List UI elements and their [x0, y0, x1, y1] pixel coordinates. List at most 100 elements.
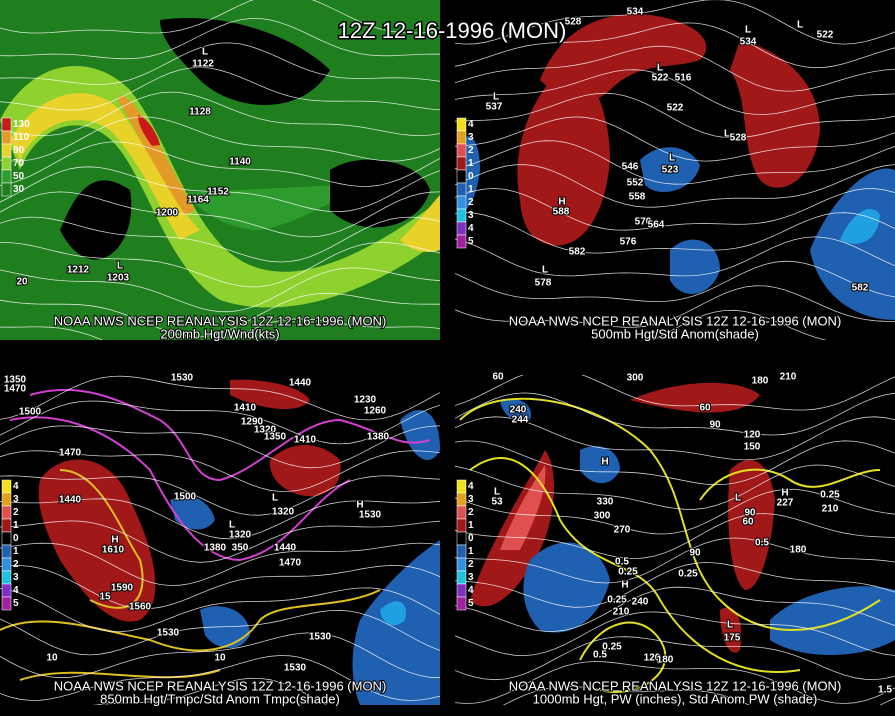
- contour-label: 552: [627, 178, 644, 189]
- contour-line: [455, 260, 895, 303]
- legend-swatch: [456, 505, 467, 520]
- contour-label: 1410: [294, 435, 317, 446]
- legend-swatch: [1, 492, 12, 507]
- legend-swatch: [456, 570, 467, 585]
- legend-swatch: [456, 234, 467, 249]
- contour-label: L: [797, 20, 803, 31]
- contour-line: [0, 66, 440, 111]
- contour-label: 270: [614, 525, 631, 536]
- contour-label: 0.25: [618, 567, 638, 578]
- legend-label: 4: [468, 223, 474, 234]
- contour-label: L: [202, 47, 208, 58]
- contour-label: 1140: [229, 157, 251, 168]
- contour-label: 1560: [129, 602, 152, 613]
- contour-line: [455, 636, 895, 681]
- legend-swatch: [1, 156, 12, 171]
- legend-swatch: [1, 169, 12, 184]
- contour-label: L: [542, 265, 548, 276]
- contour-label: H: [601, 457, 608, 468]
- contour-label: L: [229, 520, 235, 531]
- legend-swatch: [456, 208, 467, 223]
- legend-label: 4: [468, 481, 474, 492]
- contour-line: [0, 542, 440, 586]
- contour-line: [0, 18, 440, 60]
- contour-label: 1470: [4, 384, 27, 395]
- contour-label: 1290: [241, 417, 264, 428]
- contour-label: 53: [491, 497, 503, 508]
- contour-line: [455, 116, 895, 162]
- legend-swatch: [456, 557, 467, 572]
- contour-label: 240: [632, 597, 649, 608]
- contour-label: 60: [699, 403, 711, 414]
- contour-label: 0.25: [602, 642, 622, 653]
- contour-line: [455, 440, 895, 486]
- legend-swatch: [456, 596, 467, 611]
- contour-label: 1530: [157, 628, 180, 639]
- contour-label: 210: [822, 504, 839, 515]
- contour-line: [0, 498, 440, 540]
- legend-swatch: [456, 531, 467, 546]
- contour-line: [0, 216, 440, 263]
- contour-label: 1530: [309, 632, 332, 643]
- legend-swatch: [456, 492, 467, 507]
- contour-label: 210: [613, 607, 630, 618]
- legend-label: 0: [468, 533, 474, 544]
- legend-label: 3: [468, 494, 474, 505]
- contour-label: 1230: [354, 395, 377, 406]
- contour-line: [0, 425, 440, 469]
- legend-label: 3: [13, 572, 19, 583]
- contour-label: 90: [709, 420, 721, 431]
- contour-line: [455, 488, 895, 535]
- contour-label: 10: [214, 653, 226, 664]
- contour-label: 180: [752, 376, 769, 387]
- legend-swatch: [456, 117, 467, 132]
- legend-swatch: [1, 182, 12, 197]
- legend-swatch: [456, 130, 467, 145]
- contour-line: [0, 375, 440, 421]
- contour-line: [0, 450, 440, 492]
- contour-line: [455, 188, 895, 231]
- contour-line: [455, 375, 895, 411]
- contour-label: 1380: [367, 432, 390, 443]
- contour-line: [0, 587, 440, 633]
- contour-label: 10: [46, 653, 58, 664]
- contour-line: [455, 611, 895, 657]
- legend-swatch: [456, 544, 467, 559]
- contour-line: [0, 141, 440, 187]
- contour-line: [502, 686, 895, 705]
- contour-label: 210: [780, 372, 797, 383]
- legend-label: 70: [13, 158, 25, 169]
- contour-label: 1530: [284, 663, 307, 674]
- contour-label: L: [494, 487, 500, 498]
- contour-label: 558: [629, 192, 646, 203]
- contour-line: [0, 292, 440, 338]
- legend-swatch: [456, 518, 467, 533]
- panel-source: NOAA NWS NCEP REANALYSIS 12Z 12-16-1996 …: [509, 313, 842, 328]
- contour-label: 20: [16, 277, 28, 288]
- contour-label: 0.5: [615, 557, 629, 568]
- contour-line: [455, 22, 895, 69]
- contour-label: 1212: [67, 265, 90, 276]
- contour-label: 1610: [102, 545, 125, 556]
- legend-label: 1: [13, 546, 19, 557]
- contour-label: H: [621, 580, 628, 591]
- legend-swatch: [1, 518, 12, 533]
- legend-swatch: [456, 182, 467, 197]
- contour-line: [0, 400, 440, 445]
- contour-label: L: [117, 261, 123, 272]
- legend-label: 5: [468, 598, 474, 609]
- contour-label: 523: [662, 165, 679, 176]
- legend-label: 3: [13, 494, 19, 505]
- contour-label: 1203: [107, 273, 130, 284]
- contour-label: H: [558, 197, 565, 208]
- contour-label: 534: [627, 7, 644, 18]
- contour-line: [0, 267, 440, 313]
- legend-swatch: [456, 479, 467, 494]
- contour-label: L: [735, 493, 741, 504]
- panel-850mb: [0, 375, 440, 705]
- legend-label: 1: [468, 546, 474, 557]
- contour-line: [0, 565, 440, 609]
- legend-swatch: [456, 156, 467, 171]
- legend-swatch: [1, 130, 12, 145]
- contour-line: [0, 241, 440, 288]
